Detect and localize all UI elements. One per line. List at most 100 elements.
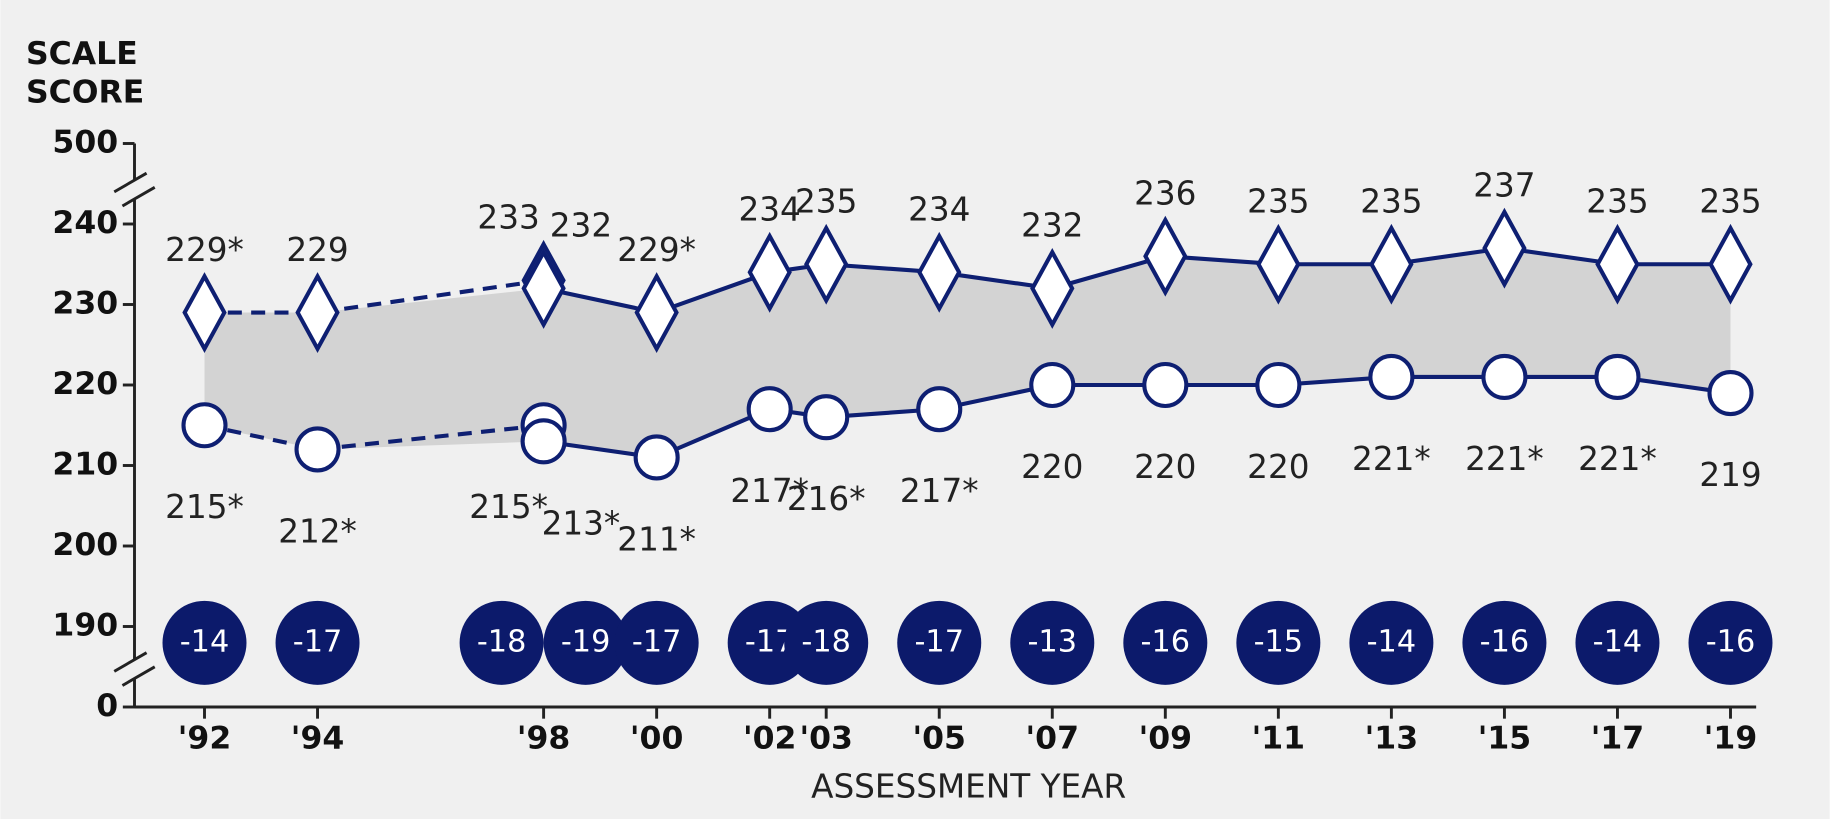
value-label: 220 bbox=[1134, 448, 1196, 486]
gap-marker bbox=[1575, 600, 1660, 685]
diamond-marker bbox=[295, 272, 340, 353]
x-tick-label: '09 bbox=[1139, 721, 1192, 757]
axis-break bbox=[121, 186, 156, 208]
value-label: 220 bbox=[1247, 448, 1309, 486]
value-label: 229* bbox=[617, 231, 696, 269]
gap-label: -17 bbox=[914, 624, 964, 659]
x-tick-label: '15 bbox=[1478, 721, 1531, 757]
x-tick-label: '98 bbox=[517, 721, 570, 757]
x-tick-label: '03 bbox=[799, 721, 852, 757]
y-tick-label: 200 bbox=[52, 527, 118, 563]
value-label: 235 bbox=[1360, 183, 1422, 221]
value-label: 215* bbox=[469, 488, 548, 526]
circle-marker bbox=[1707, 370, 1754, 417]
value-label: 237 bbox=[1473, 166, 1535, 204]
diamond-marker bbox=[1256, 223, 1301, 305]
axis-break bbox=[121, 665, 156, 687]
gap-label: -18 bbox=[801, 624, 851, 659]
circle-marker bbox=[520, 418, 567, 465]
gap-label: -17 bbox=[293, 624, 343, 659]
axis-break-gap bbox=[114, 173, 155, 206]
gap-label: -19 bbox=[561, 624, 611, 659]
x-tick-label: '00 bbox=[630, 721, 683, 757]
gap-label: -14 bbox=[180, 624, 230, 659]
value-label: 236 bbox=[1134, 175, 1196, 213]
diamond-marker bbox=[634, 272, 679, 353]
value-label: 234 bbox=[739, 191, 801, 229]
gap-label: -16 bbox=[1141, 624, 1191, 659]
diamond-marker bbox=[1030, 247, 1075, 329]
axis-break bbox=[113, 171, 148, 194]
diamond-marker bbox=[917, 231, 962, 313]
y-tick-label: 190 bbox=[52, 608, 118, 644]
value-label: 213* bbox=[542, 504, 621, 542]
gap-label: -14 bbox=[1367, 624, 1417, 659]
gap-marker bbox=[459, 600, 544, 685]
value-label: 235 bbox=[1586, 183, 1648, 221]
circle-marker bbox=[1594, 353, 1641, 400]
value-label: 221* bbox=[1465, 440, 1544, 478]
gap-label: -13 bbox=[1028, 624, 1078, 659]
y-tick-label: 230 bbox=[52, 286, 118, 322]
gap-marker bbox=[1010, 600, 1095, 685]
gap-marker bbox=[1123, 600, 1208, 685]
value-label: 235 bbox=[1699, 183, 1761, 221]
gap-marker bbox=[1462, 600, 1547, 685]
diamond-marker bbox=[804, 223, 849, 305]
diamond-marker bbox=[521, 247, 566, 329]
gap-marker bbox=[162, 600, 247, 685]
value-label: 217* bbox=[730, 472, 809, 510]
gap-marker bbox=[614, 600, 699, 685]
axis-break-gap bbox=[114, 652, 155, 686]
diamond-marker bbox=[1482, 207, 1527, 289]
circle-marker bbox=[1029, 361, 1076, 409]
x-tick-label: '17 bbox=[1591, 721, 1644, 757]
series-line bbox=[204, 423, 544, 452]
diamond-marker bbox=[1143, 215, 1188, 297]
diamond-marker bbox=[182, 272, 227, 353]
circle-marker bbox=[803, 394, 850, 441]
circle-marker bbox=[1481, 353, 1528, 400]
y-axis-title: SCORE bbox=[26, 74, 144, 110]
gap-marker bbox=[1688, 600, 1773, 685]
value-label: 221* bbox=[1578, 440, 1657, 478]
gap-marker bbox=[543, 600, 628, 685]
x-tick-label: '13 bbox=[1365, 721, 1418, 757]
diamond-marker bbox=[747, 231, 792, 313]
circle-marker bbox=[633, 434, 680, 481]
y-tick-label: 210 bbox=[52, 446, 118, 482]
value-label: 235 bbox=[795, 183, 857, 221]
y-tick-label: 240 bbox=[52, 205, 118, 241]
diamond-marker bbox=[1595, 223, 1640, 305]
value-label: 229* bbox=[165, 231, 244, 269]
gap-marker bbox=[1236, 600, 1321, 685]
gap-marker bbox=[275, 600, 360, 685]
gap-label: -18 bbox=[477, 624, 527, 659]
x-axis-title: ASSESSMENT YEAR bbox=[811, 768, 1126, 806]
gap-label: -15 bbox=[1254, 624, 1304, 659]
gap-label: -16 bbox=[1480, 624, 1530, 659]
value-label: 219 bbox=[1699, 456, 1761, 494]
y-axis-title: SCALE bbox=[26, 36, 138, 72]
diamond-marker bbox=[1369, 223, 1414, 305]
gap-label: -17 bbox=[632, 624, 682, 659]
value-label: 235 bbox=[1247, 183, 1309, 221]
value-label: 232 bbox=[550, 207, 612, 245]
value-label: 216* bbox=[787, 480, 866, 518]
x-tick-label: '11 bbox=[1252, 721, 1305, 757]
value-label: 215* bbox=[165, 488, 244, 526]
value-label: 229 bbox=[286, 231, 348, 269]
value-label: 211* bbox=[617, 520, 696, 558]
circle-marker bbox=[746, 386, 793, 433]
x-tick-label: '02 bbox=[743, 721, 796, 757]
value-label: 212* bbox=[278, 512, 357, 550]
series-line bbox=[204, 278, 544, 315]
circle-marker bbox=[1368, 353, 1415, 400]
gap-marker bbox=[1349, 600, 1434, 685]
value-label: 217* bbox=[900, 472, 979, 510]
value-label: 233 bbox=[477, 199, 539, 237]
x-tick-label: '92 bbox=[178, 721, 231, 757]
value-label: 220 bbox=[1021, 448, 1083, 486]
